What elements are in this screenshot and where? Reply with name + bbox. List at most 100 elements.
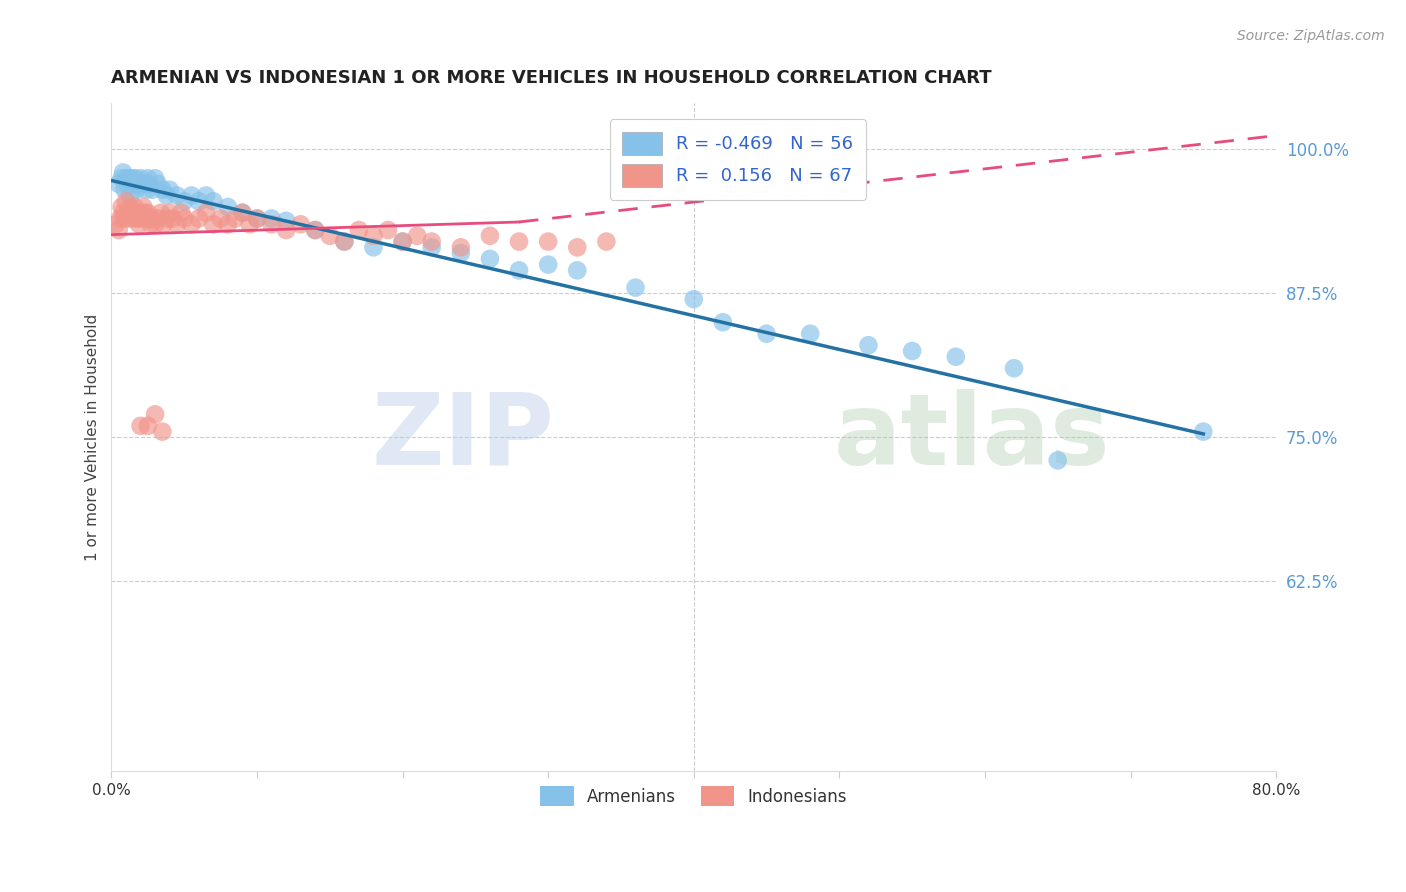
Point	[224, 211, 246, 226]
Point	[799, 326, 821, 341]
Point	[595, 235, 617, 249]
Point	[945, 350, 967, 364]
Point	[162, 211, 184, 226]
Point	[1192, 425, 1215, 439]
Point	[260, 217, 283, 231]
Point	[858, 338, 880, 352]
Point	[129, 418, 152, 433]
Point	[567, 240, 589, 254]
Point	[624, 280, 647, 294]
Point	[508, 235, 530, 249]
Point	[260, 211, 283, 226]
Point	[115, 171, 138, 186]
Point	[138, 211, 160, 226]
Point	[112, 165, 135, 179]
Point	[1046, 453, 1069, 467]
Point	[110, 200, 132, 214]
Point	[246, 211, 269, 226]
Point	[117, 177, 139, 191]
Point	[117, 206, 139, 220]
Point	[132, 200, 155, 214]
Point	[132, 177, 155, 191]
Point	[141, 183, 163, 197]
Point	[150, 425, 173, 439]
Point	[143, 217, 166, 231]
Point	[391, 235, 413, 249]
Text: ZIP: ZIP	[371, 389, 554, 486]
Point	[274, 223, 297, 237]
Point	[231, 206, 253, 220]
Point	[450, 240, 472, 254]
Point	[319, 228, 342, 243]
Point	[146, 211, 169, 226]
Point	[420, 235, 443, 249]
Point	[129, 206, 152, 220]
Point	[217, 200, 239, 214]
Point	[143, 407, 166, 421]
Point	[187, 211, 209, 226]
Point	[217, 217, 239, 231]
Point	[110, 171, 132, 186]
Point	[231, 206, 253, 220]
Point	[115, 194, 138, 209]
Point	[138, 177, 160, 191]
Point	[156, 188, 179, 202]
Point	[333, 235, 356, 249]
Point	[202, 194, 225, 209]
Point	[682, 292, 704, 306]
Point	[149, 206, 172, 220]
Point	[131, 211, 153, 226]
Point	[347, 223, 370, 237]
Point	[567, 263, 589, 277]
Point	[125, 206, 148, 220]
Point	[195, 188, 218, 202]
Point	[166, 188, 188, 202]
Point	[290, 217, 312, 231]
Point	[363, 240, 385, 254]
Point	[159, 183, 181, 197]
Point	[170, 206, 193, 220]
Point	[120, 188, 142, 202]
Text: Source: ZipAtlas.com: Source: ZipAtlas.com	[1237, 29, 1385, 43]
Y-axis label: 1 or more Vehicles in Household: 1 or more Vehicles in Household	[86, 314, 100, 561]
Point	[122, 177, 145, 191]
Point	[127, 211, 149, 226]
Point	[711, 315, 734, 329]
Point	[333, 235, 356, 249]
Point	[143, 171, 166, 186]
Point	[107, 177, 129, 191]
Point	[420, 240, 443, 254]
Point	[202, 217, 225, 231]
Text: ARMENIAN VS INDONESIAN 1 OR MORE VEHICLES IN HOUSEHOLD CORRELATION CHART: ARMENIAN VS INDONESIAN 1 OR MORE VEHICLE…	[111, 69, 993, 87]
Point	[107, 223, 129, 237]
Point	[209, 211, 232, 226]
Point	[901, 343, 924, 358]
Point	[537, 235, 560, 249]
Point	[153, 217, 176, 231]
Point	[121, 171, 143, 186]
Point	[377, 223, 399, 237]
Point	[478, 228, 501, 243]
Point	[124, 200, 146, 214]
Point	[274, 214, 297, 228]
Point	[187, 194, 209, 209]
Point	[108, 211, 131, 226]
Point	[246, 211, 269, 226]
Point	[141, 211, 163, 226]
Point	[159, 206, 181, 220]
Point	[124, 171, 146, 186]
Point	[450, 246, 472, 260]
Point	[304, 223, 326, 237]
Point	[139, 217, 162, 231]
Point	[136, 206, 159, 220]
Point	[127, 177, 149, 191]
Point	[118, 211, 141, 226]
Point	[122, 211, 145, 226]
Point	[128, 217, 150, 231]
Point	[114, 211, 136, 226]
Point	[112, 206, 135, 220]
Point	[136, 418, 159, 433]
Point	[180, 188, 202, 202]
Point	[508, 263, 530, 277]
Point	[755, 326, 778, 341]
